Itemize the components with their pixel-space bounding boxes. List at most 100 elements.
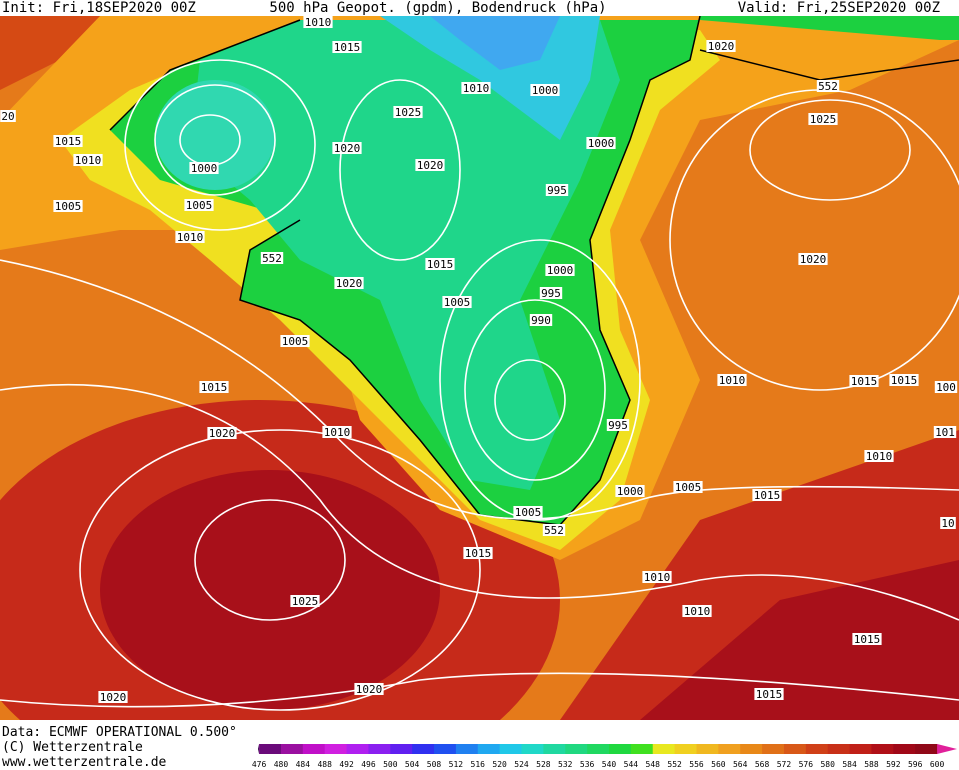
colorbar-cell [740, 744, 763, 754]
colorbar-cell [280, 744, 304, 754]
colorbar-label: 496 [361, 760, 376, 769]
isobar-label: 552 [544, 524, 564, 537]
isobar-label: 1020 [336, 277, 363, 290]
isobar-label-bg [545, 184, 569, 196]
isobar [0, 384, 959, 621]
colorbar-cell [434, 744, 457, 754]
colorbar-cell [871, 744, 894, 754]
colorbar-label: 600 [930, 760, 945, 769]
url: www.wetterzentrale.de [2, 755, 167, 770]
colorbar-cell [587, 744, 610, 754]
isobar-label: 1015 [465, 547, 492, 560]
colorbar-label: 572 [777, 760, 792, 769]
isobar-label-bg [586, 137, 616, 149]
isobar-label-bg [682, 605, 712, 617]
isobar-label: 1020 [800, 253, 827, 266]
isobar-label-bg [542, 524, 566, 536]
colorbar-label: 556 [689, 760, 704, 769]
isobar-label-bg [189, 162, 219, 174]
field-blue [430, 16, 560, 70]
isobar-label: 1010 [305, 16, 332, 29]
colorbar-label: 552 [667, 760, 682, 769]
colorbar-cell [893, 744, 916, 754]
isobar [124, 59, 316, 231]
isobar-label: 1010 [75, 154, 102, 167]
isobar-label: 1025 [292, 595, 319, 608]
isobar-label-bg [290, 595, 320, 607]
isobar-label: 1005 [444, 296, 471, 309]
isobar-label-bg [513, 506, 543, 518]
isobar-label: 552 [262, 252, 282, 265]
isobar-label-bg [334, 277, 364, 289]
isobar [494, 359, 566, 441]
isobar-label-bg [615, 485, 645, 497]
isobar-label-bg [529, 314, 553, 326]
isobar-label-bg [53, 200, 83, 212]
isobar-label: 995 [541, 287, 561, 300]
isobar-label: 1010 [463, 82, 490, 95]
colorbar-cell [543, 744, 566, 754]
field-darkred-east [640, 560, 959, 720]
colorbar-cell [718, 744, 741, 754]
colorbar-label: 532 [558, 760, 573, 769]
isobar-label: 995 [547, 184, 567, 197]
isobar-label: 1015 [756, 688, 783, 701]
colorbar-cell [805, 744, 829, 754]
colorbar-label: 500 [383, 760, 398, 769]
colorbar: 476 480 484 488 492 496 500 504 508 512 516 520 524 5… [252, 744, 957, 769]
colorbar-label: 516 [471, 760, 486, 769]
colorbar-cell [455, 744, 479, 754]
colorbar-label: 488 [317, 760, 332, 769]
colorbar-cell [915, 744, 938, 754]
isobar-label: 10 [941, 517, 954, 530]
isobar-label-bg [717, 374, 747, 386]
isobar-label: 1005 [515, 506, 542, 519]
isobar-label: 1010 [866, 450, 893, 463]
colorbar-label: 536 [580, 760, 595, 769]
isobar-label: 552 [818, 80, 838, 93]
isobar-label-bg [539, 287, 563, 299]
isobar-label: 20 [1, 110, 14, 123]
isobar-label: 1010 [719, 374, 746, 387]
isobar-label: 1000 [547, 264, 574, 277]
isobar-label: 990 [531, 314, 551, 327]
isobar-label: 1020 [209, 427, 236, 440]
colorbar-cell [783, 744, 807, 754]
isobar-label: 1025 [810, 113, 837, 126]
colorbar-label: 524 [514, 760, 529, 769]
colorbar-label: 584 [842, 760, 857, 769]
isobar [154, 84, 276, 196]
colorbar-cell [849, 744, 872, 754]
colorbar-label: 480 [274, 760, 289, 769]
header-bg [0, 0, 959, 16]
isobar-label-bg [98, 691, 128, 703]
isobar-label: 1005 [186, 199, 213, 212]
colorbar-cell [346, 744, 369, 754]
colorbar-label: 548 [646, 760, 661, 769]
isobar-label-bg [754, 688, 784, 700]
isobar-label-bg [934, 381, 958, 393]
isobar-label-bg [545, 264, 575, 276]
isobar-label: 1015 [854, 633, 881, 646]
isobar-label-bg [303, 16, 333, 28]
isobar-label-bg [332, 41, 362, 53]
isobar-label-bg [642, 571, 672, 583]
colorbar-cell [477, 744, 501, 754]
isobar-label: 995 [608, 419, 628, 432]
colorbar-label: 512 [449, 760, 464, 769]
isobar [339, 79, 461, 261]
colorbar-cell [499, 744, 523, 754]
isobar-label: 1015 [891, 374, 918, 387]
isobar-label-bg [864, 450, 894, 462]
isobar-label-bg [852, 633, 882, 645]
isobar-label-bg [393, 106, 423, 118]
isobar-label-bg [354, 683, 384, 695]
colorbar-cell [762, 744, 785, 754]
isobar-label-bg [73, 154, 103, 166]
isobar-label: 100 [936, 381, 956, 394]
isobar-label: 1020 [417, 159, 444, 172]
isobar-label-bg [940, 517, 956, 529]
isobar-label: 1015 [427, 258, 454, 271]
